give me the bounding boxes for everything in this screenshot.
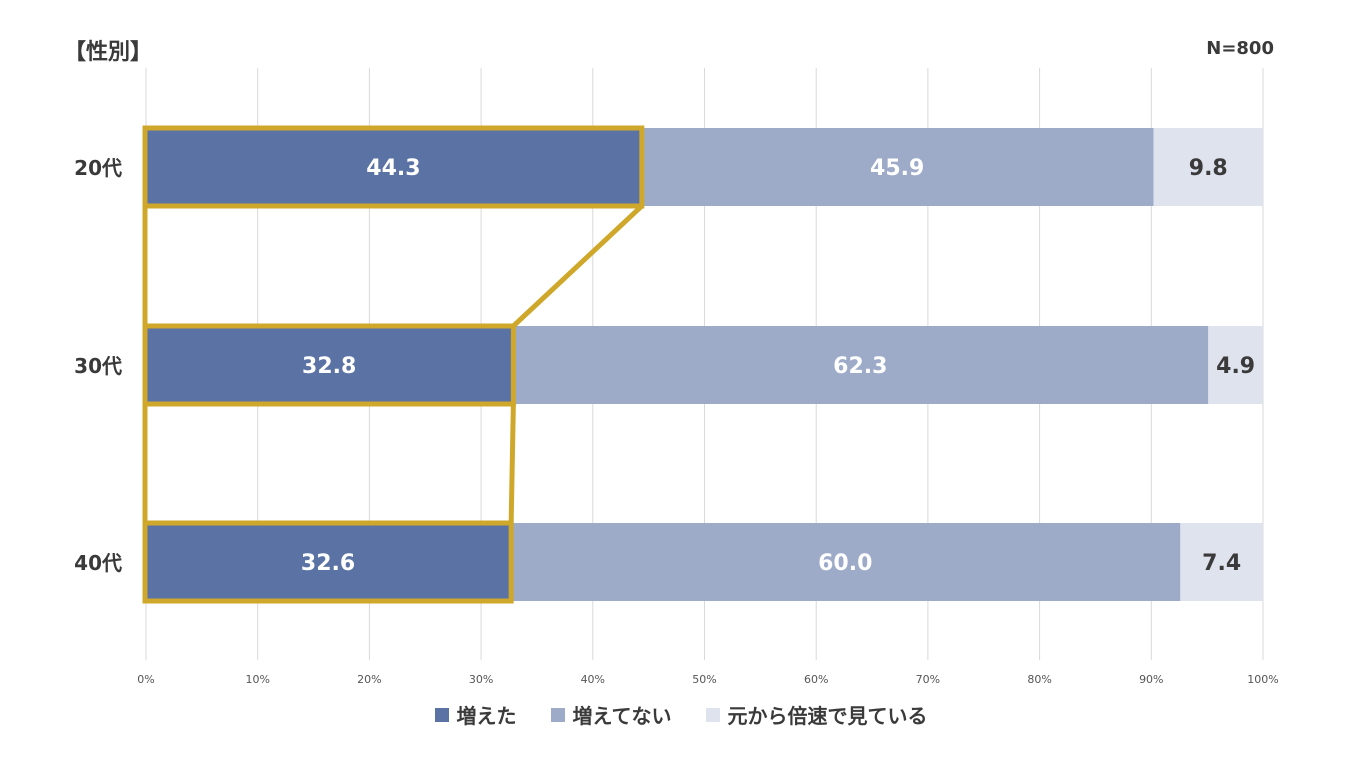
highlight-connector [508,403,516,524]
sample-size-note: N=800 [1206,38,1274,59]
x-tick-label: 90% [1139,673,1163,686]
bar-segment [1180,523,1263,601]
x-tick-label: 20% [357,673,381,686]
chart-title: 【性別】 [64,40,153,65]
data-label: 32.8 [302,354,356,379]
bar-segment [146,523,511,601]
data-label: 9.8 [1189,156,1228,181]
data-label: 7.4 [1202,551,1241,576]
bar-segment [1208,326,1263,404]
x-tick-label: 0% [137,673,154,686]
highlight-box [142,520,514,604]
category-label: 20代 [74,156,122,180]
data-label: 44.3 [366,156,420,181]
legend-swatch [705,707,720,722]
x-tick-label: 100% [1247,673,1278,686]
highlight-outline [142,125,645,604]
highlight-box [142,323,516,407]
legend-item: 増えてない [550,700,672,729]
bar-segment [1153,128,1263,206]
legend-swatch [550,707,565,722]
legend-label: 増えてない [572,704,672,728]
legend-label: 元から倍速で見ている [727,704,928,728]
bar-segment [512,326,1209,404]
legend-item: 元から倍速で見ている [705,700,928,729]
bar-segment [640,128,1154,206]
data-label: 45.9 [870,156,924,181]
x-tick-label: 80% [1027,673,1051,686]
category-label: 40代 [74,551,122,575]
x-tick-label: 50% [692,673,716,686]
data-label: 60.0 [818,551,872,576]
value-labels: 44.3 45.9 9.8 32.8 62.3 4.9 32.6 60.0 7.4 [301,156,1255,576]
category-label: 30代 [74,354,122,378]
bar-segment [146,128,641,206]
x-tick-label: 60% [804,673,828,686]
data-label: 4.9 [1216,354,1255,379]
bar-segment [510,523,1181,601]
legend-item: 増えた [434,700,517,729]
x-tick-label: 40% [581,673,605,686]
stacked-bar-chart: 44.3 45.9 9.8 32.8 62.3 4.9 32.6 60.0 7.4 20代 30代… [74,68,1279,686]
data-label: 32.6 [301,551,355,576]
legend-swatch [434,707,449,722]
x-tick-label: 10% [245,673,269,686]
x-tick-label: 30% [469,673,493,686]
legend-label: 増えた [456,704,517,728]
bar-segment [146,326,513,404]
bars [146,128,1263,601]
highlight-connector [511,204,644,328]
category-labels: 20代 30代 40代 [74,156,122,575]
x-tick-label: 70% [916,673,940,686]
highlight-box [142,125,645,209]
x-axis-ticks: 0% 10% 20% 30% 40% 50% 60% 70% 80% 90% 100% [137,673,1278,686]
legend: 増えた 増えてない 元から倍速で見ている [0,700,1362,729]
data-label: 62.3 [833,354,887,379]
